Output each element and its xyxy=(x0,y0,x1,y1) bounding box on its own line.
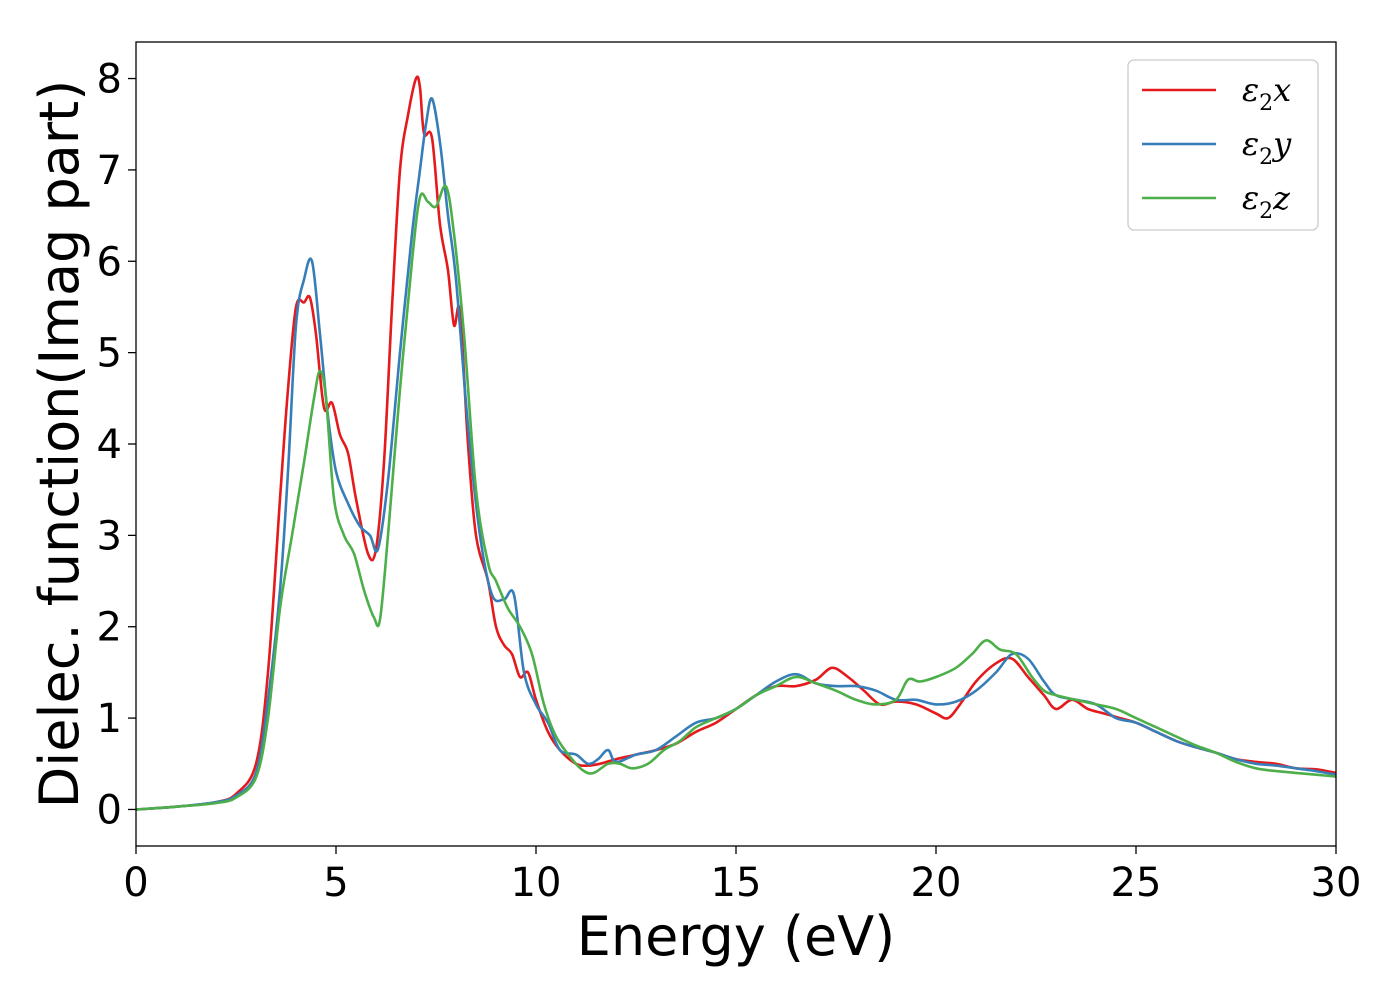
x-axis-title: Energy (eV) xyxy=(577,905,896,968)
series-layer xyxy=(135,75,1337,811)
legend-label-x: ε2x xyxy=(1242,71,1291,116)
y-axis-title: Dielec. function(Imag part) xyxy=(28,80,91,809)
y-tick-label: 3 xyxy=(97,513,122,559)
x-tick-label: 0 xyxy=(123,860,148,906)
y-tick-label: 5 xyxy=(97,331,122,377)
x-axis: 0 5 10 15 20 25 30 xyxy=(123,846,1361,906)
x-tick-label: 20 xyxy=(911,860,962,906)
y-tick-label: 8 xyxy=(97,57,122,103)
y-tick-label: 4 xyxy=(97,422,122,468)
series-line-z xyxy=(135,184,1337,811)
legend: ε2x ε2y ε2z xyxy=(1127,59,1319,231)
x-tick-label: 5 xyxy=(323,860,348,906)
x-tick-label: 25 xyxy=(1111,860,1162,906)
x-tick-label: 10 xyxy=(511,860,562,906)
y-tick-label: 0 xyxy=(97,787,122,833)
y-tick-label: 6 xyxy=(97,239,122,285)
x-tick-label: 30 xyxy=(1311,860,1362,906)
y-tick-label: 1 xyxy=(97,696,122,742)
y-axis: 0 1 2 3 4 5 6 7 8 xyxy=(97,57,136,833)
y-tick-label: 7 xyxy=(97,148,122,194)
legend-box xyxy=(1127,59,1319,231)
x-tick-label: 15 xyxy=(711,860,762,906)
y-tick-label: 2 xyxy=(97,605,122,651)
legend-label-y: ε2y xyxy=(1242,125,1292,170)
legend-label-z: ε2z xyxy=(1242,179,1291,224)
